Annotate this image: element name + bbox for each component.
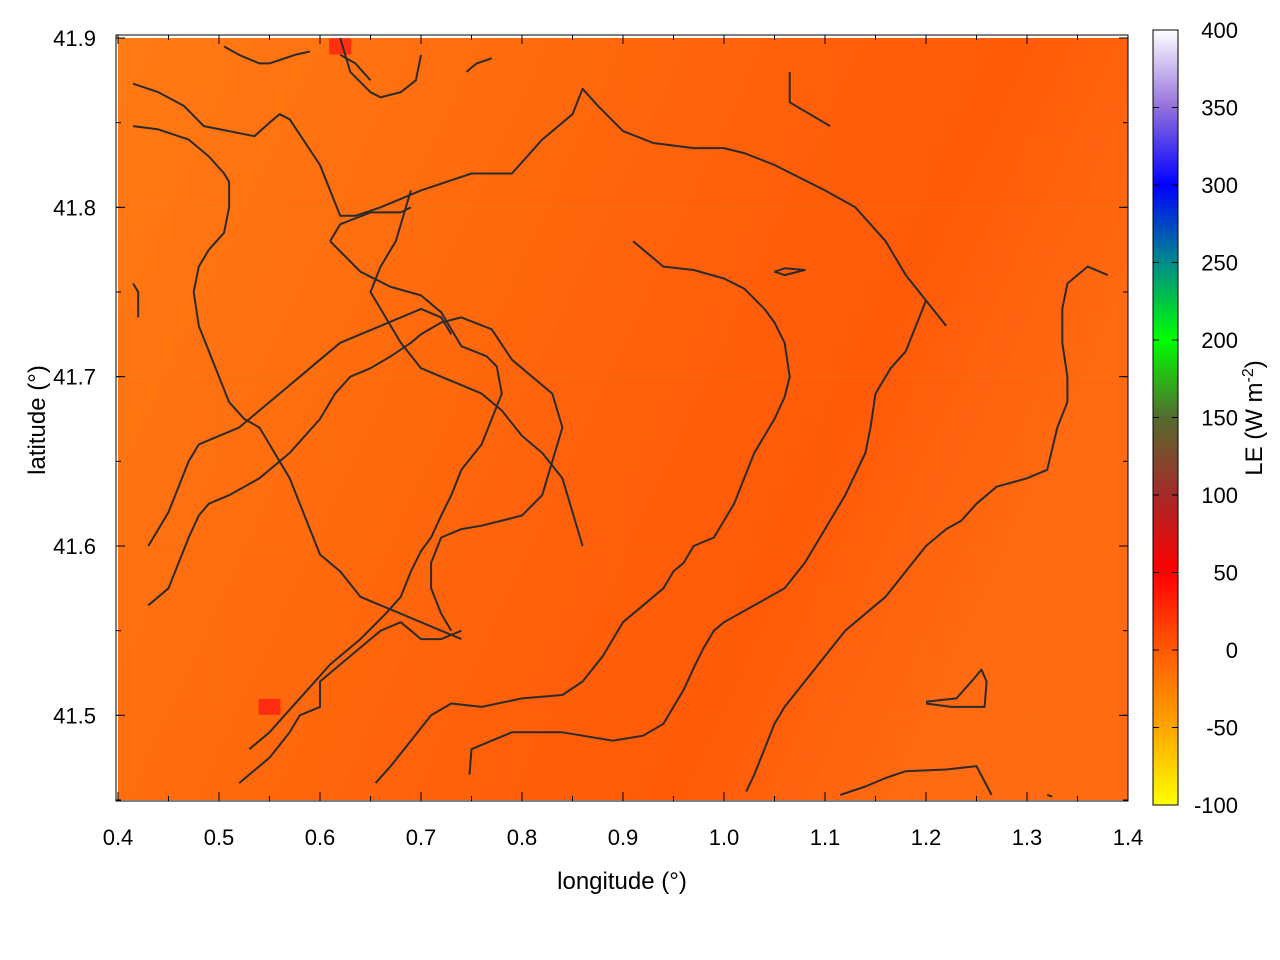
x-axis-label: longitude (°) — [557, 868, 687, 895]
hotspot-layer — [258, 38, 352, 715]
contour-line-1 — [132, 125, 462, 641]
contour-line-12 — [147, 316, 564, 632]
y-axis-label: latitude (°) — [24, 365, 51, 475]
y-tick-label: 41.5 — [53, 703, 96, 728]
contour-line-0 — [132, 82, 947, 327]
x-tick-label: 1.3 — [1012, 825, 1043, 850]
x-tick-label: 1.2 — [911, 825, 942, 850]
contour-layer — [132, 37, 1109, 798]
contour-line-6 — [788, 71, 831, 127]
contour-line-5 — [465, 57, 493, 73]
contour-line-17 — [839, 765, 993, 796]
colorbar-label: LE (W m-2) — [1240, 360, 1268, 476]
colorbar-tick-label: 0 — [1226, 638, 1238, 663]
colorbar-tick-label: 250 — [1201, 251, 1238, 276]
contour-line-3 — [223, 45, 311, 65]
x-tick-label: 0.5 — [204, 825, 235, 850]
x-tick-label: 0.7 — [406, 825, 437, 850]
hotspot-1 — [329, 38, 352, 55]
colorbar-label-close: ) — [1241, 360, 1268, 368]
colorbar-tick-label: 400 — [1201, 18, 1238, 43]
contour-line-18 — [925, 668, 988, 708]
contour-line-4 — [339, 54, 372, 81]
plot-border — [115, 34, 1129, 802]
colorbar-tick-label: -100 — [1194, 793, 1238, 818]
contour-line-15 — [468, 300, 927, 775]
x-tick-label: 0.4 — [103, 825, 134, 850]
contour-line-13 — [238, 621, 462, 784]
colorbar-tick-label: -50 — [1206, 716, 1238, 741]
x-axis: 0.4 0.5 0.6 0.7 0.8 0.9 1.0 1.1 1.2 1.3 1.4 — [103, 35, 1144, 850]
contour-line-2 — [339, 37, 422, 99]
colorbar-tick-label: 150 — [1201, 406, 1238, 431]
y-tick-label: 41.7 — [53, 365, 96, 390]
y-tick-label: 41.6 — [53, 534, 96, 559]
colorbar-tick-label: 50 — [1214, 561, 1238, 586]
colorbar-label-main: LE (W m — [1241, 382, 1268, 475]
contour-line-9 — [329, 206, 412, 242]
contour-line-19 — [774, 267, 806, 277]
x-tick-label: 0.9 — [608, 825, 639, 850]
contour-line-11 — [147, 307, 453, 547]
contour-line-8 — [369, 190, 584, 547]
contour-line-16 — [745, 265, 1109, 792]
colorbar-label-sup: -2 — [1240, 368, 1257, 382]
y-tick-label: 41.8 — [53, 195, 96, 220]
colorbar-tick-label: 350 — [1201, 96, 1238, 121]
colorbar-axis: -100 -50 0 50 100 150 200 250 300 350 400 — [1153, 18, 1238, 818]
y-axis: 41.5 41.6 41.7 41.8 41.9 — [53, 26, 1128, 801]
x-tick-label: 1.4 — [1113, 825, 1144, 850]
y-tick-label: 41.9 — [53, 26, 96, 51]
hotspot-0 — [258, 698, 281, 715]
colorbar-tick-label: 200 — [1201, 328, 1238, 353]
x-tick-label: 1.1 — [810, 825, 841, 850]
heatmap-field — [118, 38, 1128, 800]
x-tick-label: 1.0 — [709, 825, 740, 850]
colorbar-tick-label: 100 — [1201, 483, 1238, 508]
x-tick-label: 0.8 — [507, 825, 538, 850]
contour-line-7 — [132, 282, 140, 318]
colorbar-tick-label: 300 — [1201, 173, 1238, 198]
contour-line-10 — [248, 240, 503, 750]
contour-line-20 — [1046, 793, 1053, 798]
x-tick-label: 0.6 — [305, 825, 336, 850]
contour-line-14 — [374, 240, 791, 784]
